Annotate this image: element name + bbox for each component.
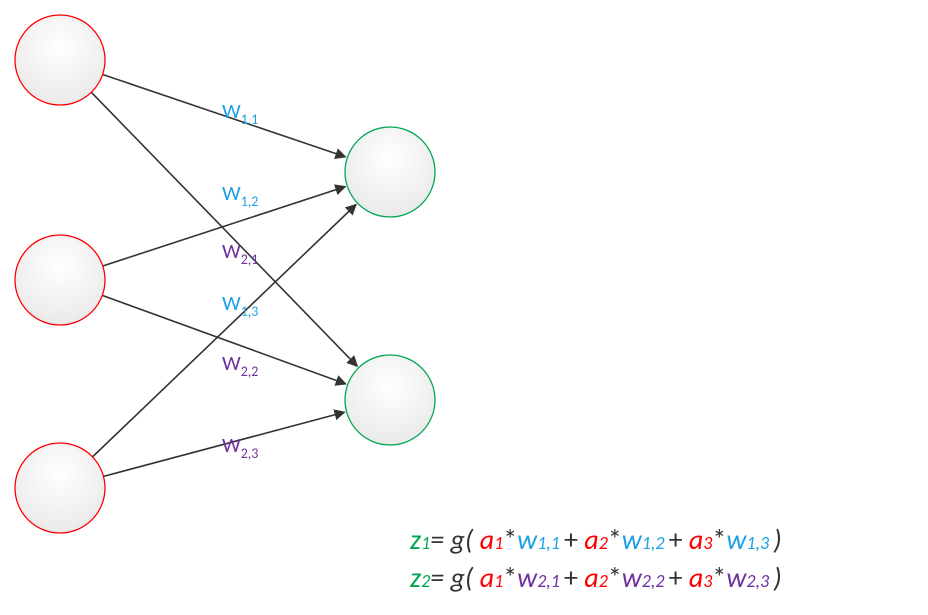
- weight-label-1-2: W1,2: [222, 180, 258, 210]
- input-node-3: [15, 443, 105, 533]
- weight-label-2-1: W2,1: [222, 238, 258, 268]
- edge-a1-z2: [91, 92, 357, 366]
- equation-2: z2= g( a1*w2,1 + a2*w2,2 + a3*w2,3 ): [410, 560, 782, 595]
- weight-label-1-1: W1,1: [222, 98, 258, 128]
- input-node-1: [15, 15, 105, 105]
- weight-label-2-2: W2,2: [222, 350, 258, 380]
- input-node-2: [15, 235, 105, 325]
- equation-1: z1= g( a1*w1,1 + a2*w1,2 + a3*w1,3 ): [410, 522, 782, 557]
- output-node-2: [345, 355, 435, 445]
- output-node-1: [345, 127, 435, 217]
- weight-label-1-3: W1,3: [222, 290, 258, 320]
